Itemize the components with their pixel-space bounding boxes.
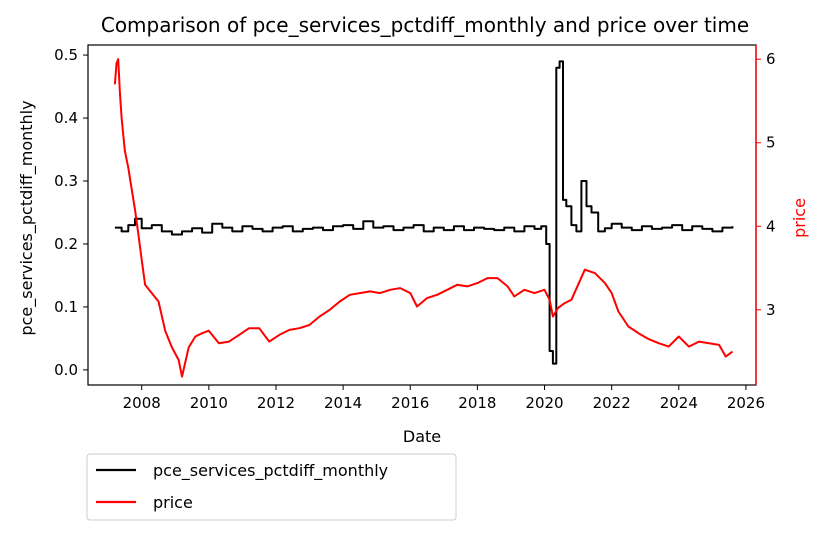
x-tick-label: 2014 — [324, 394, 362, 412]
left-y-tick-label: 0.1 — [54, 298, 78, 316]
right-y-tick-label: 6 — [766, 50, 776, 68]
chart-title: Comparison of pce_services_pctdiff_month… — [101, 13, 749, 37]
legend-label-price: price — [153, 493, 193, 512]
left-y-tick-label: 0.4 — [54, 109, 78, 127]
x-tick-label: 2026 — [727, 394, 765, 412]
x-tick-label: 2022 — [593, 394, 631, 412]
right-y-tick-label: 4 — [766, 217, 776, 235]
x-tick-label: 2018 — [458, 394, 496, 412]
series-line-price — [113, 58, 734, 378]
plot-frame — [87, 44, 757, 386]
left-y-axis-label: pce_services_pctdiff_monthly — [17, 100, 37, 335]
x-tick-label: 2010 — [190, 394, 228, 412]
right-y-tick-label: 5 — [766, 134, 776, 152]
right-y-axis-label: price — [790, 198, 809, 238]
x-tick-label: 2020 — [525, 394, 563, 412]
left-y-axis: 0.0 0.1 0.2 0.3 0.4 0.5 — [54, 46, 88, 379]
plot-area — [113, 58, 734, 378]
left-y-tick-label: 0.3 — [54, 172, 78, 190]
x-tick-label: 2016 — [391, 394, 429, 412]
x-tick-label: 2024 — [660, 394, 698, 412]
series-line-pce — [114, 60, 734, 365]
x-tick-label: 2008 — [123, 394, 161, 412]
left-y-tick-label: 0.5 — [54, 46, 78, 64]
legend-label-pce: pce_services_pctdiff_monthly — [153, 461, 388, 481]
x-tick-label: 2012 — [257, 394, 295, 412]
x-axis-label: Date — [403, 427, 441, 446]
legend-box — [86, 453, 457, 521]
right-y-tick-label: 3 — [766, 301, 776, 319]
legend: pce_services_pctdiff_monthly price — [86, 453, 457, 521]
left-y-tick-label: 0.0 — [54, 361, 78, 379]
right-y-axis: 3 4 5 6 — [755, 45, 776, 385]
left-y-tick-label: 0.2 — [54, 235, 78, 253]
x-axis: 2008 2010 2012 2014 2016 2018 2020 2022 2024 2026 — [123, 385, 765, 412]
